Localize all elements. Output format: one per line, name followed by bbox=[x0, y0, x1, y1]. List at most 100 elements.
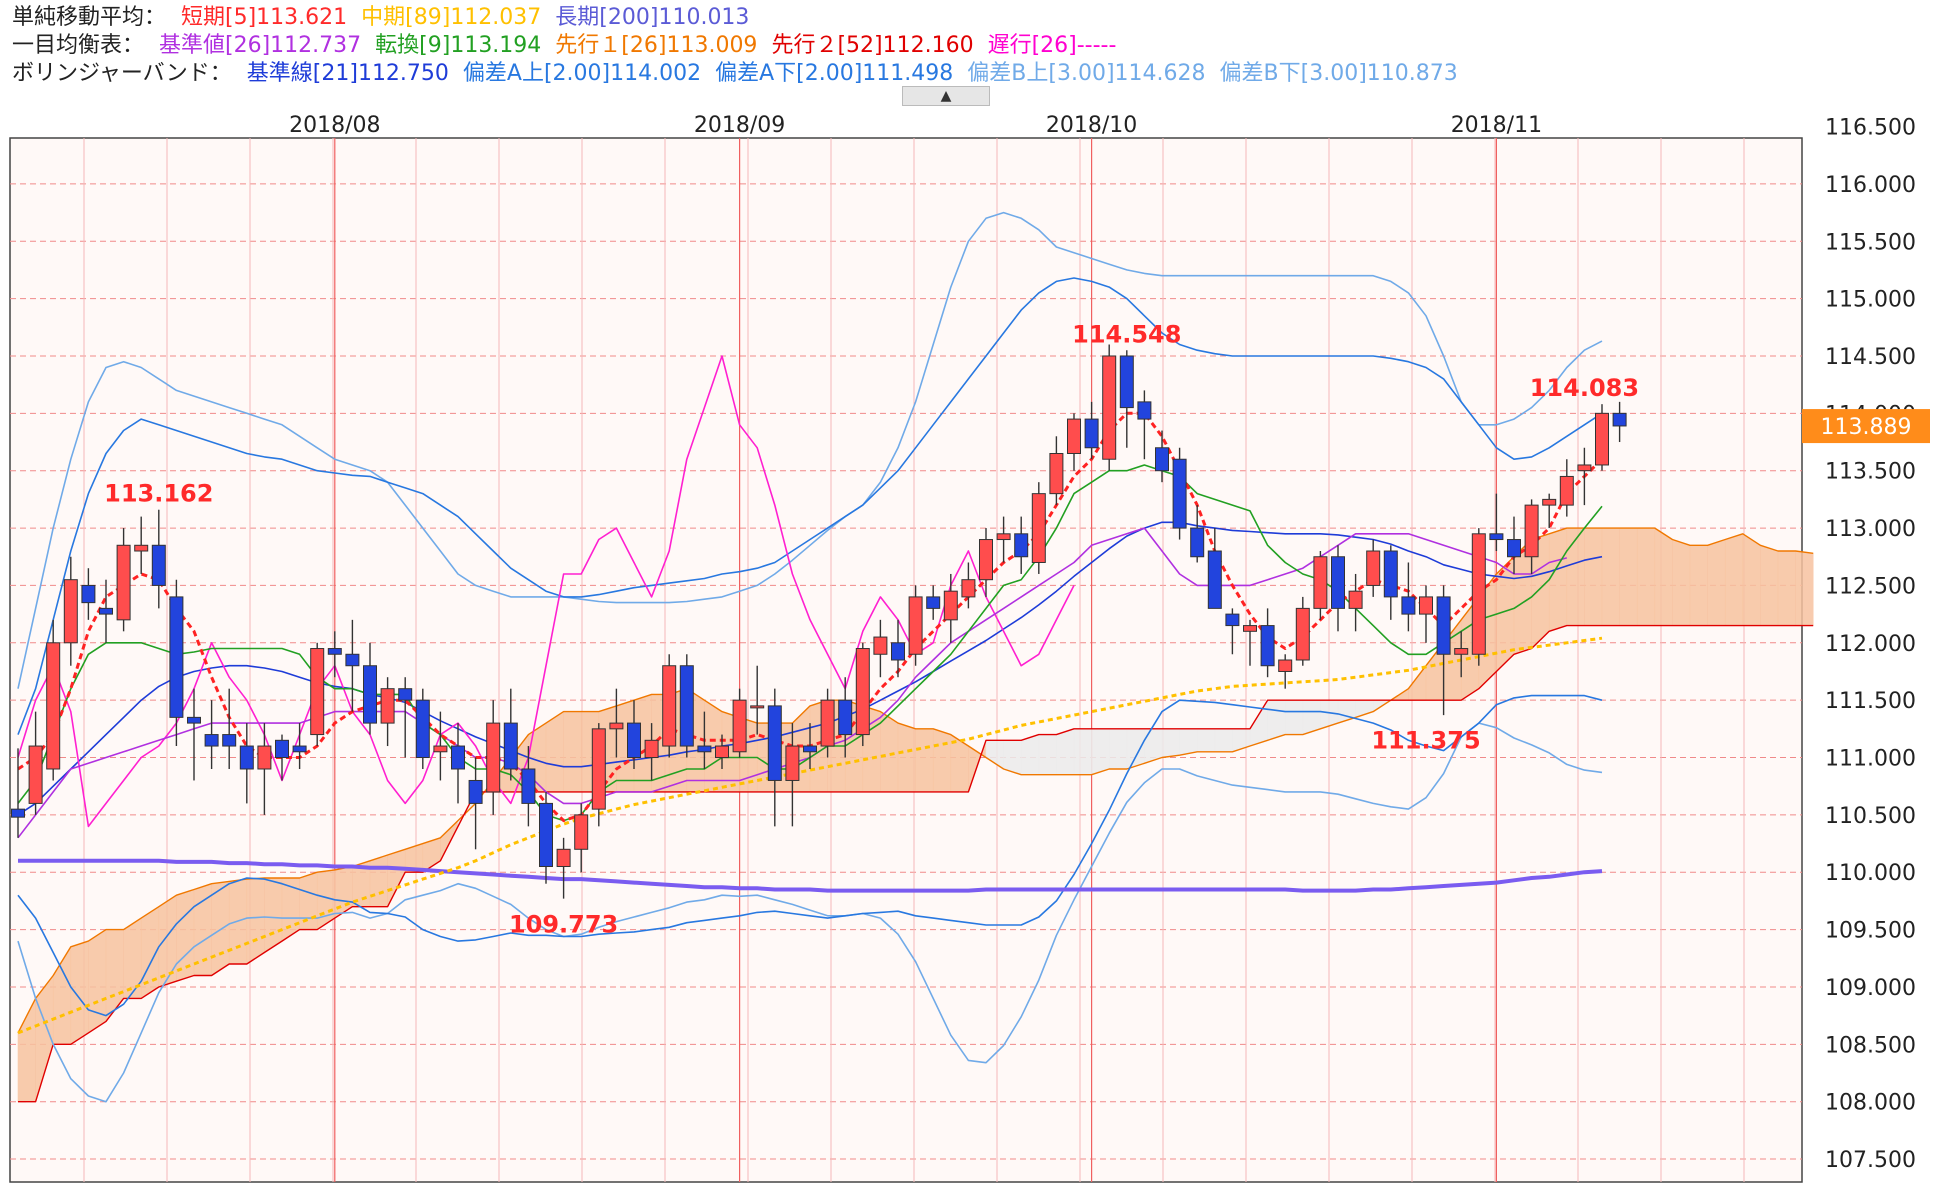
cloud-segment bbox=[211, 881, 230, 977]
candle-body bbox=[1155, 447, 1169, 472]
ichimoku-legend-item: 先行２[52]112.160 bbox=[771, 33, 974, 58]
candle-body bbox=[750, 705, 765, 709]
candle-body bbox=[679, 665, 694, 747]
price-chart[interactable]: 2018/08 2018/09 2018/10 2018/11 113.162 109.… bbox=[0, 108, 1936, 1186]
candle-body bbox=[1524, 504, 1539, 558]
y-tick-label: 112.000 bbox=[1825, 632, 1916, 657]
cloud-segment bbox=[88, 929, 107, 1034]
cloud-segment bbox=[299, 871, 318, 930]
price-annotation: 114.083 bbox=[1530, 374, 1639, 402]
cloud-segment bbox=[1056, 728, 1075, 776]
cloud-segment bbox=[1073, 728, 1092, 776]
bollinger-b-lower-line bbox=[17, 722, 1603, 1103]
sma-legend-item: 長期[200]110.013 bbox=[555, 5, 750, 30]
candle-body bbox=[1401, 596, 1416, 615]
sma-legend-row: 単純移動平均： 短期[5]113.621 中期[89]112.037 長期[200]… bbox=[12, 4, 763, 32]
y-tick-label: 115.000 bbox=[1825, 288, 1916, 313]
candle-body bbox=[609, 722, 624, 730]
candle-body bbox=[257, 745, 272, 770]
y-tick-label: 114.500 bbox=[1825, 345, 1916, 370]
cloud-segment bbox=[1672, 539, 1691, 626]
candle-body bbox=[222, 734, 237, 747]
candle-body bbox=[521, 768, 536, 804]
bollinger-legend-row: ボリンジャーバンド： 基準線[21]112.750 偏差A上[2.00]114.0… bbox=[12, 60, 1472, 88]
candle-body bbox=[1102, 355, 1117, 460]
cloud-segment bbox=[880, 711, 899, 793]
candle-body bbox=[363, 665, 377, 724]
candle-body bbox=[1436, 596, 1451, 655]
cloud-segment bbox=[1707, 539, 1726, 626]
candle-body bbox=[345, 653, 360, 667]
candle-body bbox=[415, 699, 430, 759]
candle-body bbox=[627, 722, 641, 759]
candle-body bbox=[1014, 533, 1029, 558]
ichimoku-legend-item: 遅行[26]----- bbox=[987, 33, 1117, 58]
candle-body bbox=[979, 539, 993, 581]
bollinger-legend-item: 偏差A下[2.00]111.498 bbox=[715, 61, 954, 86]
candle-body bbox=[99, 607, 113, 615]
price-axis: 116.500116.000115.500115.000114.500114.0… bbox=[1825, 116, 1916, 1174]
candle-body bbox=[767, 705, 782, 781]
collapse-legend-button[interactable]: ▲ bbox=[902, 86, 990, 106]
candle-body bbox=[715, 745, 729, 759]
month-label: 2018/09 bbox=[694, 113, 785, 138]
candle-body bbox=[433, 745, 448, 753]
candle-body bbox=[996, 533, 1011, 541]
candle-body bbox=[486, 722, 501, 793]
y-tick-label: 109.500 bbox=[1825, 919, 1916, 944]
candle-body bbox=[961, 579, 976, 598]
month-labels: 2018/08 2018/09 2018/10 2018/11 bbox=[289, 113, 1542, 138]
indicator-legend: 単純移動平均： 短期[5]113.621 中期[89]112.037 長期[200]… bbox=[0, 0, 1936, 108]
y-tick-label: 113.500 bbox=[1825, 460, 1916, 485]
cloud-segment bbox=[1724, 533, 1744, 626]
caret-up-icon: ▲ bbox=[940, 88, 952, 104]
bollinger-b-upper-line bbox=[17, 211, 1603, 689]
candle-body bbox=[820, 699, 835, 747]
candle-body bbox=[908, 596, 923, 655]
y-tick-label: 108.000 bbox=[1825, 1091, 1916, 1116]
candle-body bbox=[11, 808, 25, 818]
candle-body bbox=[855, 648, 870, 736]
month-label: 2018/08 bbox=[289, 113, 380, 138]
candle-body bbox=[1489, 533, 1504, 541]
candle-body bbox=[46, 642, 61, 770]
cloud-segment bbox=[897, 722, 916, 793]
y-tick-label: 108.500 bbox=[1825, 1033, 1916, 1058]
cloud-segment bbox=[246, 877, 265, 965]
ichimoku-legend-item: 基準値[26]112.737 bbox=[159, 33, 362, 58]
candle-body bbox=[1295, 607, 1310, 661]
ichimoku-legend-item: 転換[9]113.194 bbox=[375, 33, 542, 58]
cloud-segment bbox=[1742, 533, 1761, 626]
y-tick-label: 111.000 bbox=[1825, 747, 1916, 772]
bollinger-legend-item: 基準線[21]112.750 bbox=[246, 61, 449, 86]
sma-legend-head: 単純移動平均： bbox=[12, 5, 167, 30]
y-tick-label: 110.500 bbox=[1825, 804, 1916, 829]
y-tick-label: 116.000 bbox=[1825, 173, 1916, 198]
y-tick-label: 113.000 bbox=[1825, 517, 1916, 542]
sma-legend-item: 中期[89]112.037 bbox=[361, 5, 542, 30]
candle-body bbox=[1260, 625, 1275, 667]
ichimoku-legend-item: 先行１[26]113.009 bbox=[555, 33, 758, 58]
bollinger-legend-head: ボリンジャーバンド： bbox=[12, 61, 232, 86]
candle-body bbox=[662, 665, 677, 747]
candle-body bbox=[187, 716, 201, 724]
cloud-segment bbox=[1038, 734, 1057, 776]
horizontal-gridlines bbox=[10, 183, 1802, 1160]
plot-area bbox=[9, 137, 1803, 1183]
candle-body bbox=[327, 648, 342, 655]
sma89-line bbox=[17, 636, 1603, 1035]
candle-body bbox=[1471, 533, 1486, 655]
sma-legend-item: 短期[5]113.621 bbox=[181, 5, 348, 30]
candle-body bbox=[134, 544, 149, 552]
candle-body bbox=[1031, 493, 1046, 563]
y-tick-label: 115.500 bbox=[1825, 230, 1916, 255]
candle-body bbox=[1595, 412, 1609, 466]
candle-body bbox=[838, 699, 853, 736]
bollinger-a-lower-line bbox=[17, 694, 1603, 1017]
cloud-segment bbox=[1020, 734, 1040, 776]
cloud-segment bbox=[1161, 728, 1180, 758]
candle-body bbox=[1067, 418, 1081, 454]
candle-body bbox=[1331, 556, 1345, 609]
candle-body bbox=[151, 544, 166, 586]
cloud-segment bbox=[1267, 699, 1286, 741]
